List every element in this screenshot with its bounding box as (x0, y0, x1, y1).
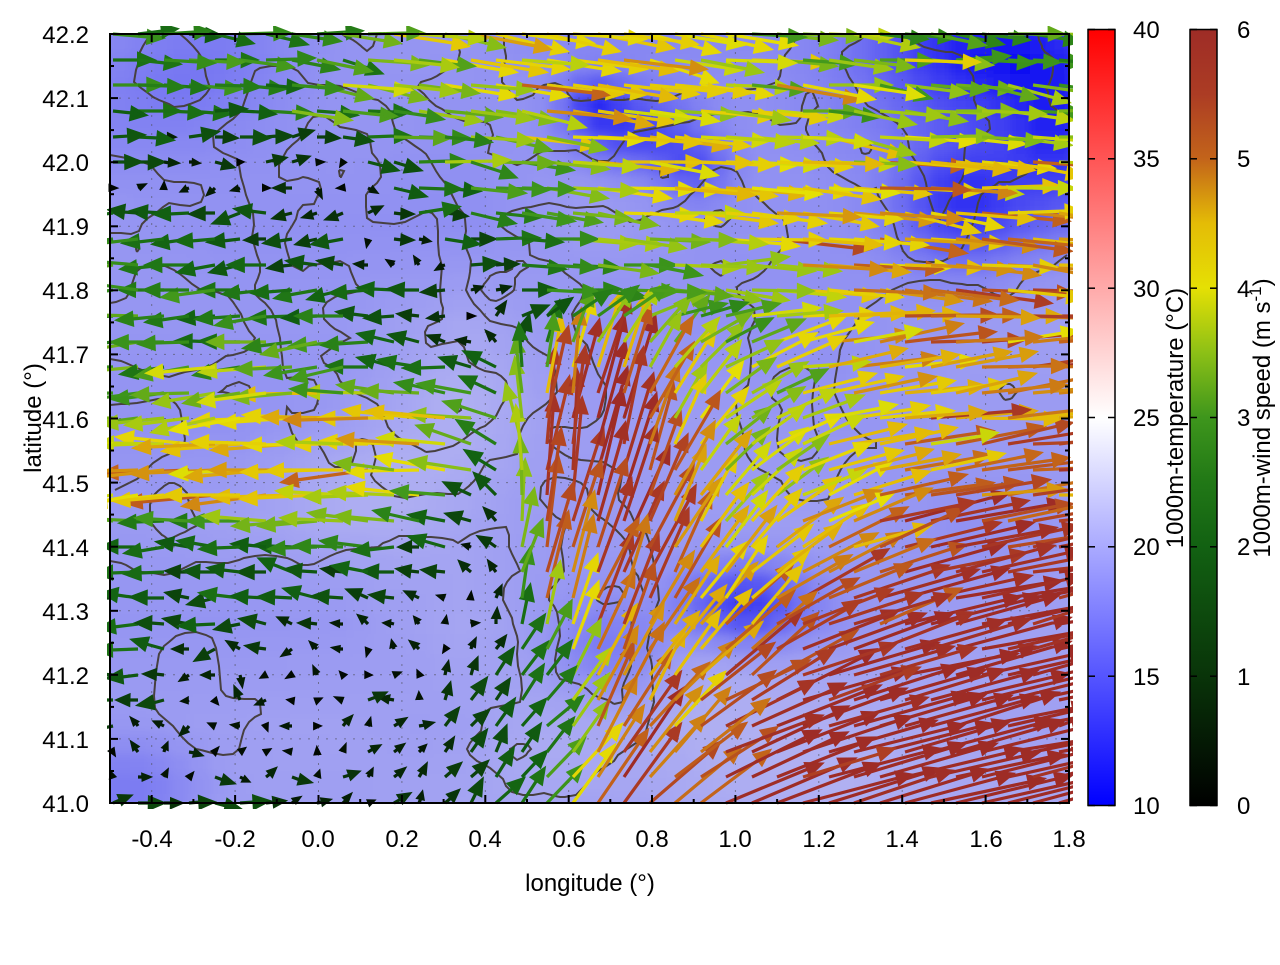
svg-text:6: 6 (1237, 17, 1250, 44)
svg-text:1: 1 (1237, 664, 1250, 691)
svg-text:10: 10 (1133, 793, 1160, 820)
svg-text:3: 3 (1237, 405, 1250, 432)
svg-text:42.1: 42.1 (42, 86, 89, 113)
svg-text:0.2: 0.2 (385, 826, 418, 853)
svg-text:0: 0 (1237, 793, 1250, 820)
svg-text:41.1: 41.1 (42, 727, 89, 754)
svg-text:41.7: 41.7 (42, 342, 89, 369)
svg-text:1000m-temperature (°C): 1000m-temperature (°C) (1162, 288, 1189, 548)
svg-text:15: 15 (1133, 664, 1160, 691)
svg-text:1.2: 1.2 (802, 826, 835, 853)
svg-text:41.2: 41.2 (42, 663, 89, 690)
svg-text:1.0: 1.0 (718, 826, 751, 853)
svg-text:41.0: 41.0 (42, 791, 89, 818)
svg-text:0.8: 0.8 (635, 826, 668, 853)
svg-text:20: 20 (1133, 534, 1160, 561)
svg-text:longitude (°): longitude (°) (525, 870, 655, 897)
svg-text:-0.4: -0.4 (131, 826, 172, 853)
svg-text:1.4: 1.4 (885, 826, 918, 853)
svg-text:41.8: 41.8 (42, 278, 89, 305)
svg-text:0.4: 0.4 (468, 826, 501, 853)
svg-text:42.0: 42.0 (42, 150, 89, 177)
svg-text:0.6: 0.6 (552, 826, 585, 853)
svg-text:35: 35 (1133, 146, 1160, 173)
svg-text:30: 30 (1133, 276, 1160, 303)
svg-text:2: 2 (1237, 534, 1250, 561)
svg-text:latitude (°): latitude (°) (20, 363, 47, 473)
svg-text:41.9: 41.9 (42, 214, 89, 241)
svg-text:25: 25 (1133, 405, 1160, 432)
svg-text:41.6: 41.6 (42, 407, 89, 434)
svg-text:0.0: 0.0 (301, 826, 334, 853)
svg-text:40: 40 (1133, 17, 1160, 44)
svg-text:-0.2: -0.2 (214, 826, 255, 853)
svg-text:4: 4 (1237, 276, 1250, 303)
svg-text:41.3: 41.3 (42, 599, 89, 626)
svg-text:42.2: 42.2 (42, 22, 89, 49)
svg-text:1.8: 1.8 (1052, 826, 1085, 853)
svg-text:1000m-wind speed (m s-1): 1000m-wind speed (m s-1) (1246, 278, 1276, 557)
svg-text:41.5: 41.5 (42, 471, 89, 498)
svg-text:1.6: 1.6 (969, 826, 1002, 853)
svg-text:41.4: 41.4 (42, 535, 89, 562)
svg-text:5: 5 (1237, 146, 1250, 173)
